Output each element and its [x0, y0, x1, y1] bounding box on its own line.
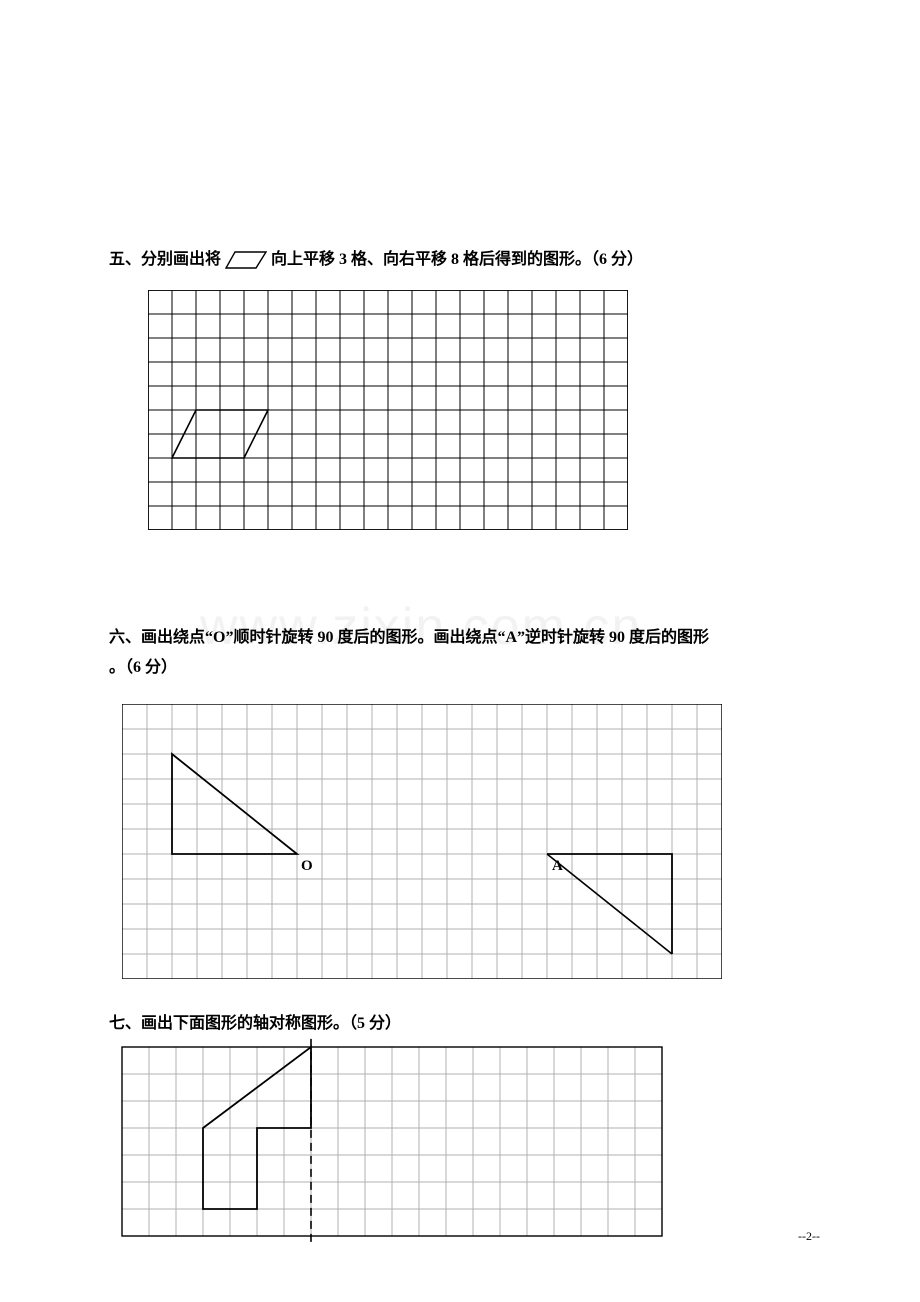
q6-line2: 。（6 分） — [109, 659, 177, 676]
q5-prefix: 五、分别画出将 — [109, 245, 221, 275]
q7-text: 七、画出下面图形的轴对称图形。（5 分） — [109, 1009, 401, 1039]
q6-grid: OA — [122, 704, 722, 979]
q5-grid — [148, 290, 628, 530]
q5-text: 五、分别画出将 向上平移 3 格、向右平移 8 格后得到的图形。（6 分） — [109, 245, 643, 275]
svg-text:A: A — [552, 858, 563, 874]
q5-inline-icon — [225, 251, 267, 269]
q6-line1: 六、画出绕点“O”顺时针旋转 90 度后的图形。画出绕点“A”逆时针旋转 90 … — [109, 629, 709, 646]
svg-text:O: O — [301, 858, 313, 874]
q7-grid — [122, 1047, 662, 1236]
q6-text: 六、画出绕点“O”顺时针旋转 90 度后的图形。画出绕点“A”逆时针旋转 90 … — [109, 623, 809, 684]
page-number: --2-- — [798, 1229, 820, 1244]
q5-suffix: 向上平移 3 格、向右平移 8 格后得到的图形。（6 分） — [271, 245, 643, 275]
